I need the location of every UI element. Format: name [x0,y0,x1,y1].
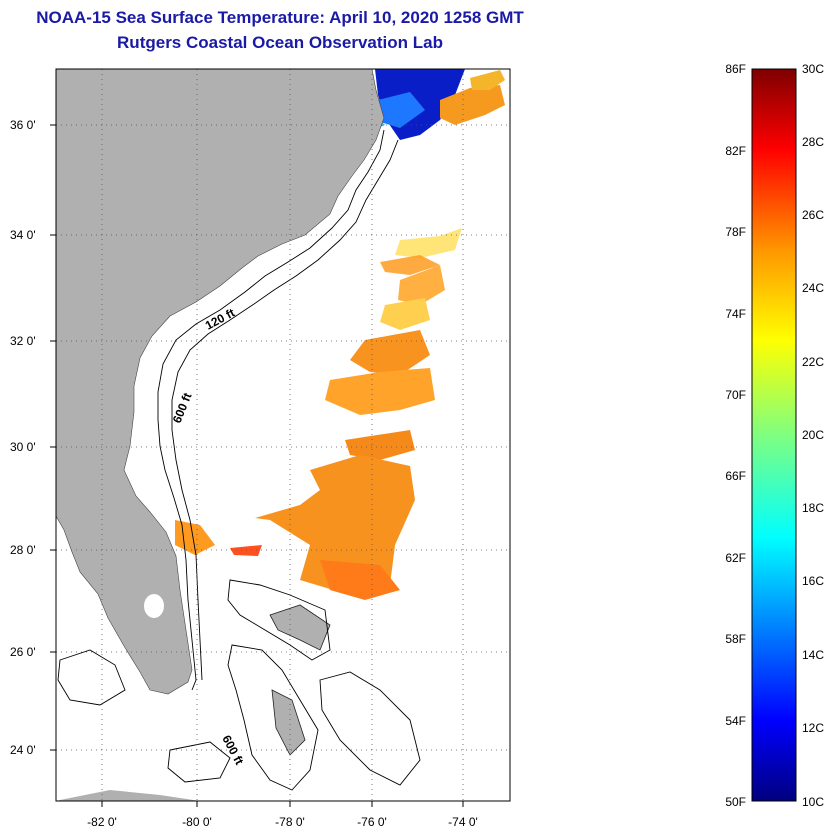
colorbar-f-label: 58F [725,632,746,646]
map-frame [55,68,511,802]
colorbar-gradient [751,68,797,802]
colorbar-c-label: 16C [802,574,824,588]
lat-tick-label: 34 0' [10,228,36,242]
colorbar-f-label: 74F [725,307,746,321]
colorbar-f-label: 70F [725,388,746,402]
colorbar-c-label: 24C [802,281,824,295]
colorbar-c-label: 22C [802,355,824,369]
longitude-axis: -82 0' -80 0' -78 0' -76 0' -74 0' [87,801,478,829]
colorbar-c-label: 14C [802,648,824,662]
lon-tick-label: -78 0' [275,815,305,829]
map-subtitle: Rutgers Coastal Ocean Observation Lab [117,33,443,52]
lat-tick-label: 30 0' [10,440,36,454]
colorbar-c-label: 10C [802,795,824,809]
colorbar-f-label: 62F [725,551,746,565]
lat-tick-label: 26 0' [10,645,36,659]
temperature-colorbar: 86F 82F 78F 74F 70F 66F 62F 58F 54F 50F … [725,62,824,809]
colorbar-c-label: 18C [802,501,824,515]
land-layer [56,69,385,801]
colorbar-f-label: 78F [725,225,746,239]
lon-tick-label: -76 0' [357,815,387,829]
colorbar-c-label: 30C [802,62,824,76]
colorbar-c-label: 20C [802,428,824,442]
latitude-axis: 36 0' 34 0' 32 0' 30 0' 28 0' 26 0' 24 0… [10,118,56,757]
colorbar-c-label: 12C [802,721,824,735]
lon-tick-label: -74 0' [448,815,478,829]
graticule [56,69,510,801]
lat-tick-label: 28 0' [10,543,36,557]
colorbar-f-label: 82F [725,144,746,158]
colorbar-celsius-labels: 30C 28C 26C 24C 22C 20C 18C 16C 14C 12C … [802,62,824,809]
sst-data-layer [56,69,505,600]
lat-tick-label: 24 0' [10,743,36,757]
colorbar-f-label: 86F [725,62,746,76]
lon-tick-label: -80 0' [182,815,212,829]
lat-tick-label: 36 0' [10,118,36,132]
colorbar-f-label: 50F [725,795,746,809]
depth-contours [57,129,421,791]
colorbar-c-label: 28C [802,135,824,149]
lat-tick-label: 32 0' [10,334,36,348]
map-title: NOAA-15 Sea Surface Temperature: April 1… [36,8,524,27]
lon-tick-label: -82 0' [87,815,117,829]
colorbar-f-label: 54F [725,714,746,728]
colorbar-c-label: 26C [802,208,824,222]
colorbar-f-label: 66F [725,469,746,483]
colorbar-fahrenheit-labels: 86F 82F 78F 74F 70F 66F 62F 58F 54F 50F [725,62,746,809]
